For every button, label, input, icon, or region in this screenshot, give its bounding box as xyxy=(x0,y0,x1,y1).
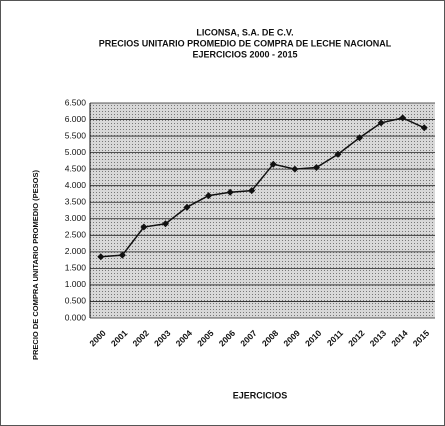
x-tick-label: 2001 xyxy=(109,328,130,349)
data-point xyxy=(118,251,126,259)
data-point xyxy=(269,160,277,168)
x-tick-label: 2015 xyxy=(411,328,432,349)
data-point xyxy=(312,164,320,171)
chart-title: PRECIOS UNITARIO PROMEDIO DE COMPRA DE L… xyxy=(99,38,392,48)
data-point xyxy=(334,150,342,158)
x-tick-label: 2006 xyxy=(217,328,238,349)
y-tick-label: 3.000 xyxy=(65,213,87,223)
y-tick-label: 6.000 xyxy=(65,114,87,124)
y-tick-label: 0.000 xyxy=(65,312,87,322)
data-point xyxy=(377,119,385,127)
plot-area xyxy=(90,103,435,318)
data-point xyxy=(205,192,213,200)
data-point xyxy=(356,134,364,142)
data-point xyxy=(420,124,428,132)
y-tick-label: 5.500 xyxy=(65,130,87,140)
y-tick-label: 2.500 xyxy=(65,230,87,240)
x-tick-label: 2005 xyxy=(195,328,216,349)
y-tick-label: 5.000 xyxy=(65,147,87,157)
y-tick-label: 4.000 xyxy=(65,180,87,190)
chart-title: EJERCICIOS 2000 - 2015 xyxy=(192,49,297,59)
y-tick-label: 2.000 xyxy=(65,246,87,256)
series-line xyxy=(100,117,425,258)
y-tick-label: 1.500 xyxy=(65,263,87,273)
x-tick-label: 2010 xyxy=(303,328,324,349)
data-point xyxy=(399,114,407,122)
x-tick-label: 2011 xyxy=(325,328,345,348)
x-tick-label: 2008 xyxy=(260,328,281,349)
x-tick-label: 2012 xyxy=(346,328,367,349)
x-tick-label: 2007 xyxy=(238,328,259,349)
data-point xyxy=(291,165,299,173)
x-tick-label: 2013 xyxy=(368,328,389,349)
y-tick-label: 0.500 xyxy=(65,296,87,306)
data-point xyxy=(161,220,169,228)
x-axis-label: EJERCICIOS xyxy=(233,390,288,400)
x-tick-label: 2004 xyxy=(174,328,195,349)
chart-title: LICONSA, S.A. DE C.V. xyxy=(196,27,293,37)
x-tick-label: 2002 xyxy=(130,328,151,349)
x-tick-label: 2003 xyxy=(152,328,173,349)
y-tick-label: 4.500 xyxy=(65,163,87,173)
x-tick-label: 2000 xyxy=(87,328,108,349)
y-tick-label: 3.500 xyxy=(65,196,87,206)
x-tick-label: 2009 xyxy=(281,328,302,349)
data-point xyxy=(248,187,256,195)
y-axis-label: PRECIO DE COMPRA UNITARIO PROMEDIO (PESO… xyxy=(31,169,40,360)
y-tick-label: 6.500 xyxy=(65,97,87,107)
y-tick-label: 1.000 xyxy=(65,279,87,289)
data-point xyxy=(97,253,105,261)
data-point xyxy=(226,188,234,196)
data-point xyxy=(140,223,148,231)
x-tick-label: 2014 xyxy=(389,328,410,349)
data-point xyxy=(183,203,191,211)
